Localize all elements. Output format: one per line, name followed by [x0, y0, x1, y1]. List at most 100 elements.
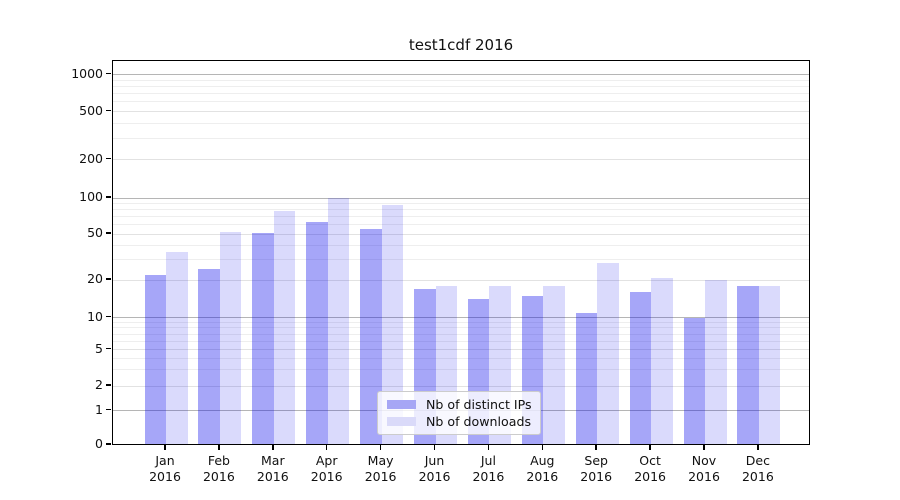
- y-tick-mark: [106, 443, 111, 445]
- minor-gridline: [113, 369, 809, 371]
- y-tick-mark: [106, 196, 111, 198]
- x-tick-mark: [541, 445, 544, 450]
- minor-gridline: [113, 209, 809, 211]
- y-tick-label: 1000: [71, 65, 103, 81]
- legend-label-distinct-ips: Nb of distinct IPs: [426, 396, 532, 412]
- y-tick-label: 5: [95, 340, 103, 356]
- x-tick-mark: [487, 445, 490, 450]
- x-tick-label-jun: Jun 2016: [418, 453, 451, 484]
- minor-gridline: [113, 101, 809, 103]
- minor-gridline: [113, 259, 809, 261]
- x-tick-label-jan: Jan 2016: [149, 453, 181, 484]
- legend-item-downloads: Nb of downloads: [384, 414, 534, 429]
- y-tick-mark: [106, 72, 111, 75]
- bar-distinct-ips-sep: [575, 312, 598, 444]
- bar-distinct-ips-mar: [252, 232, 274, 444]
- bar-downloads-apr: [327, 198, 350, 444]
- x-tick-mark: [272, 445, 274, 450]
- minor-gridline: [113, 79, 809, 81]
- major-gridline: [113, 197, 809, 199]
- y-tick-mark: [106, 109, 111, 112]
- x-tick-mark: [757, 445, 759, 450]
- sub-gridline: [113, 279, 809, 281]
- minor-gridline: [113, 327, 809, 329]
- y-tick-label: 100: [79, 189, 103, 204]
- x-tick-mark: [433, 445, 436, 450]
- bar-distinct-ips-oct: [629, 292, 652, 444]
- sub-gridline: [113, 111, 809, 113]
- legend-label-downloads: Nb of downloads: [426, 414, 532, 430]
- minor-gridline: [113, 357, 809, 359]
- y-tick-mark: [106, 157, 111, 160]
- x-tick-label-jul: Jul 2016: [472, 453, 505, 484]
- x-tick-mark: [325, 445, 328, 450]
- x-tick-label-dec: Dec 2016: [741, 453, 774, 484]
- sub-gridline: [113, 233, 809, 235]
- x-tick-label-aug: Aug 2016: [526, 453, 559, 484]
- minor-gridline: [113, 86, 809, 88]
- bar-downloads-feb: [219, 231, 242, 444]
- bar-downloads-oct: [651, 277, 673, 444]
- bar-distinct-ips-nov: [683, 317, 705, 444]
- y-tick-label: 1: [95, 401, 103, 417]
- x-tick-mark: [164, 445, 166, 450]
- x-tick-label-apr: Apr 2016: [310, 453, 343, 484]
- x-tick-mark: [703, 445, 705, 450]
- minor-gridline: [113, 224, 809, 226]
- y-tick-label: 0: [95, 436, 103, 451]
- bar-distinct-ips-dec: [737, 285, 759, 444]
- minor-gridline: [113, 333, 809, 335]
- x-tick-mark: [649, 445, 651, 450]
- x-tick-label-feb: Feb 2016: [202, 453, 235, 484]
- sub-gridline: [113, 159, 809, 160]
- bar-downloads-mar: [273, 210, 296, 444]
- x-tick-mark: [218, 445, 220, 450]
- y-tick-mark: [106, 384, 111, 386]
- minor-gridline: [113, 137, 809, 139]
- y-tick-mark: [106, 278, 111, 280]
- x-tick-label-nov: Nov 2016: [688, 453, 720, 484]
- bar-downloads-may: [381, 204, 404, 444]
- y-tick-label: 10: [87, 308, 103, 324]
- x-tick-label-sep: Sep 2016: [580, 453, 613, 484]
- minor-gridline: [113, 322, 809, 324]
- y-tick-label: 2: [95, 377, 103, 392]
- y-tick-label: 20: [87, 271, 103, 286]
- legend: Nb of distinct IPs Nb of downloads: [377, 391, 541, 435]
- bar-downloads-sep: [597, 263, 619, 444]
- minor-gridline: [113, 93, 809, 95]
- sub-gridline: [113, 349, 809, 350]
- plot-area: [112, 60, 810, 445]
- x-tick-label-oct: Oct 2016: [634, 453, 666, 484]
- x-tick-mark: [379, 445, 382, 450]
- bar-distinct-ips-feb: [198, 268, 220, 444]
- bar-downloads-dec: [758, 285, 781, 444]
- minor-gridline: [113, 216, 809, 218]
- minor-gridline: [113, 202, 809, 204]
- legend-swatch-downloads: [387, 417, 416, 427]
- major-gridline: [113, 317, 809, 319]
- bar-downloads-aug: [543, 285, 565, 444]
- bar-distinct-ips-apr: [306, 221, 328, 444]
- minor-gridline: [113, 244, 809, 246]
- minor-gridline: [113, 340, 809, 342]
- bar-downloads-nov: [705, 280, 727, 444]
- legend-item-distinct-ips: Nb of distinct IPs: [384, 397, 534, 412]
- y-tick-label: 500: [79, 102, 103, 118]
- y-tick-label: 200: [79, 150, 103, 166]
- y-tick-label: 50: [87, 225, 103, 240]
- bar-distinct-ips-jan: [144, 275, 166, 444]
- bar-downloads-jan: [166, 251, 188, 444]
- y-tick-mark: [106, 315, 111, 318]
- major-gridline: [113, 74, 809, 76]
- bar-distinct-ips-may: [360, 229, 382, 444]
- y-tick-mark: [106, 232, 111, 234]
- sub-gridline: [113, 385, 809, 387]
- y-tick-mark: [106, 347, 111, 350]
- minor-gridline: [113, 122, 809, 124]
- x-tick-mark: [595, 445, 597, 450]
- x-tick-label-mar: Mar 2016: [256, 453, 289, 484]
- chart-title: test1cdf 2016: [408, 36, 514, 54]
- x-tick-label-may: May 2016: [364, 453, 397, 484]
